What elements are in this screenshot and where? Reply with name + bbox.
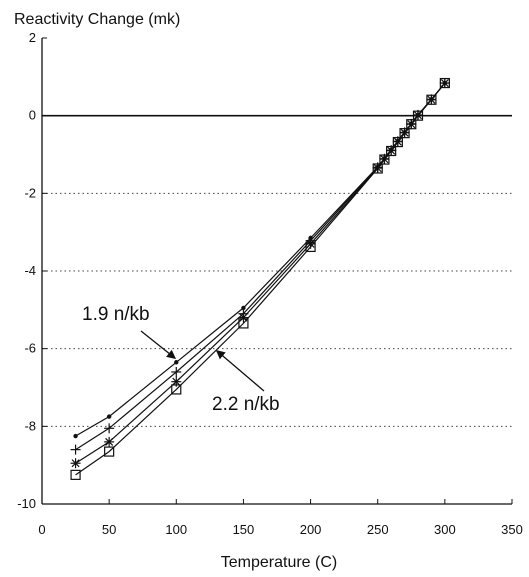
series-layer bbox=[76, 83, 445, 475]
y-tick-label: -8 bbox=[24, 418, 36, 433]
x-tick-label: 300 bbox=[434, 522, 456, 537]
data-point-star bbox=[306, 239, 316, 249]
annotation-layer: 1.9 n/kb 2.2 n/kb bbox=[82, 304, 280, 415]
x-tick-label: 0 bbox=[38, 522, 45, 537]
x-tick-label: 150 bbox=[233, 522, 255, 537]
data-point-star bbox=[104, 437, 114, 447]
y-tick-label: -4 bbox=[24, 263, 36, 278]
x-tick-label: 350 bbox=[501, 522, 523, 537]
data-point-plus bbox=[71, 445, 81, 455]
data-point-dot bbox=[73, 434, 77, 438]
x-axis-title: Temperature (C) bbox=[221, 554, 337, 571]
x-tick-label: 50 bbox=[102, 522, 116, 537]
x-tick-label: 100 bbox=[165, 522, 187, 537]
data-point-star bbox=[238, 313, 248, 323]
x-tick-label: 250 bbox=[367, 522, 389, 537]
annotation-arrow-2 bbox=[217, 351, 264, 391]
marker-layer bbox=[71, 78, 450, 479]
data-point-square bbox=[71, 470, 80, 479]
y-tick-label: -10 bbox=[17, 496, 36, 511]
y-tick-label: -2 bbox=[24, 185, 36, 200]
data-point-dot bbox=[107, 414, 111, 418]
data-point-star bbox=[440, 78, 450, 88]
series-line-dot bbox=[76, 83, 445, 436]
series-line-square bbox=[76, 83, 445, 475]
y-tick-label: 0 bbox=[29, 108, 36, 123]
annotation-arrow-1 bbox=[141, 331, 175, 358]
y-tick-label: 2 bbox=[29, 30, 36, 45]
tick-labels: 20-2-4-6-8-100 50 100 150 200 250 300 350 bbox=[17, 30, 523, 537]
annotation-1-9-nkb: 1.9 n/kb bbox=[82, 304, 150, 325]
data-point-star bbox=[71, 458, 81, 468]
data-point-star bbox=[426, 95, 436, 105]
x-tick-label: 200 bbox=[300, 522, 322, 537]
y-tick-label: -6 bbox=[24, 341, 36, 356]
y-axis-title: Reactivity Change (mk) bbox=[14, 11, 180, 28]
data-point-dot bbox=[174, 360, 178, 364]
annotation-2-2-nkb: 2.2 n/kb bbox=[212, 394, 280, 415]
data-point-star bbox=[413, 110, 423, 120]
